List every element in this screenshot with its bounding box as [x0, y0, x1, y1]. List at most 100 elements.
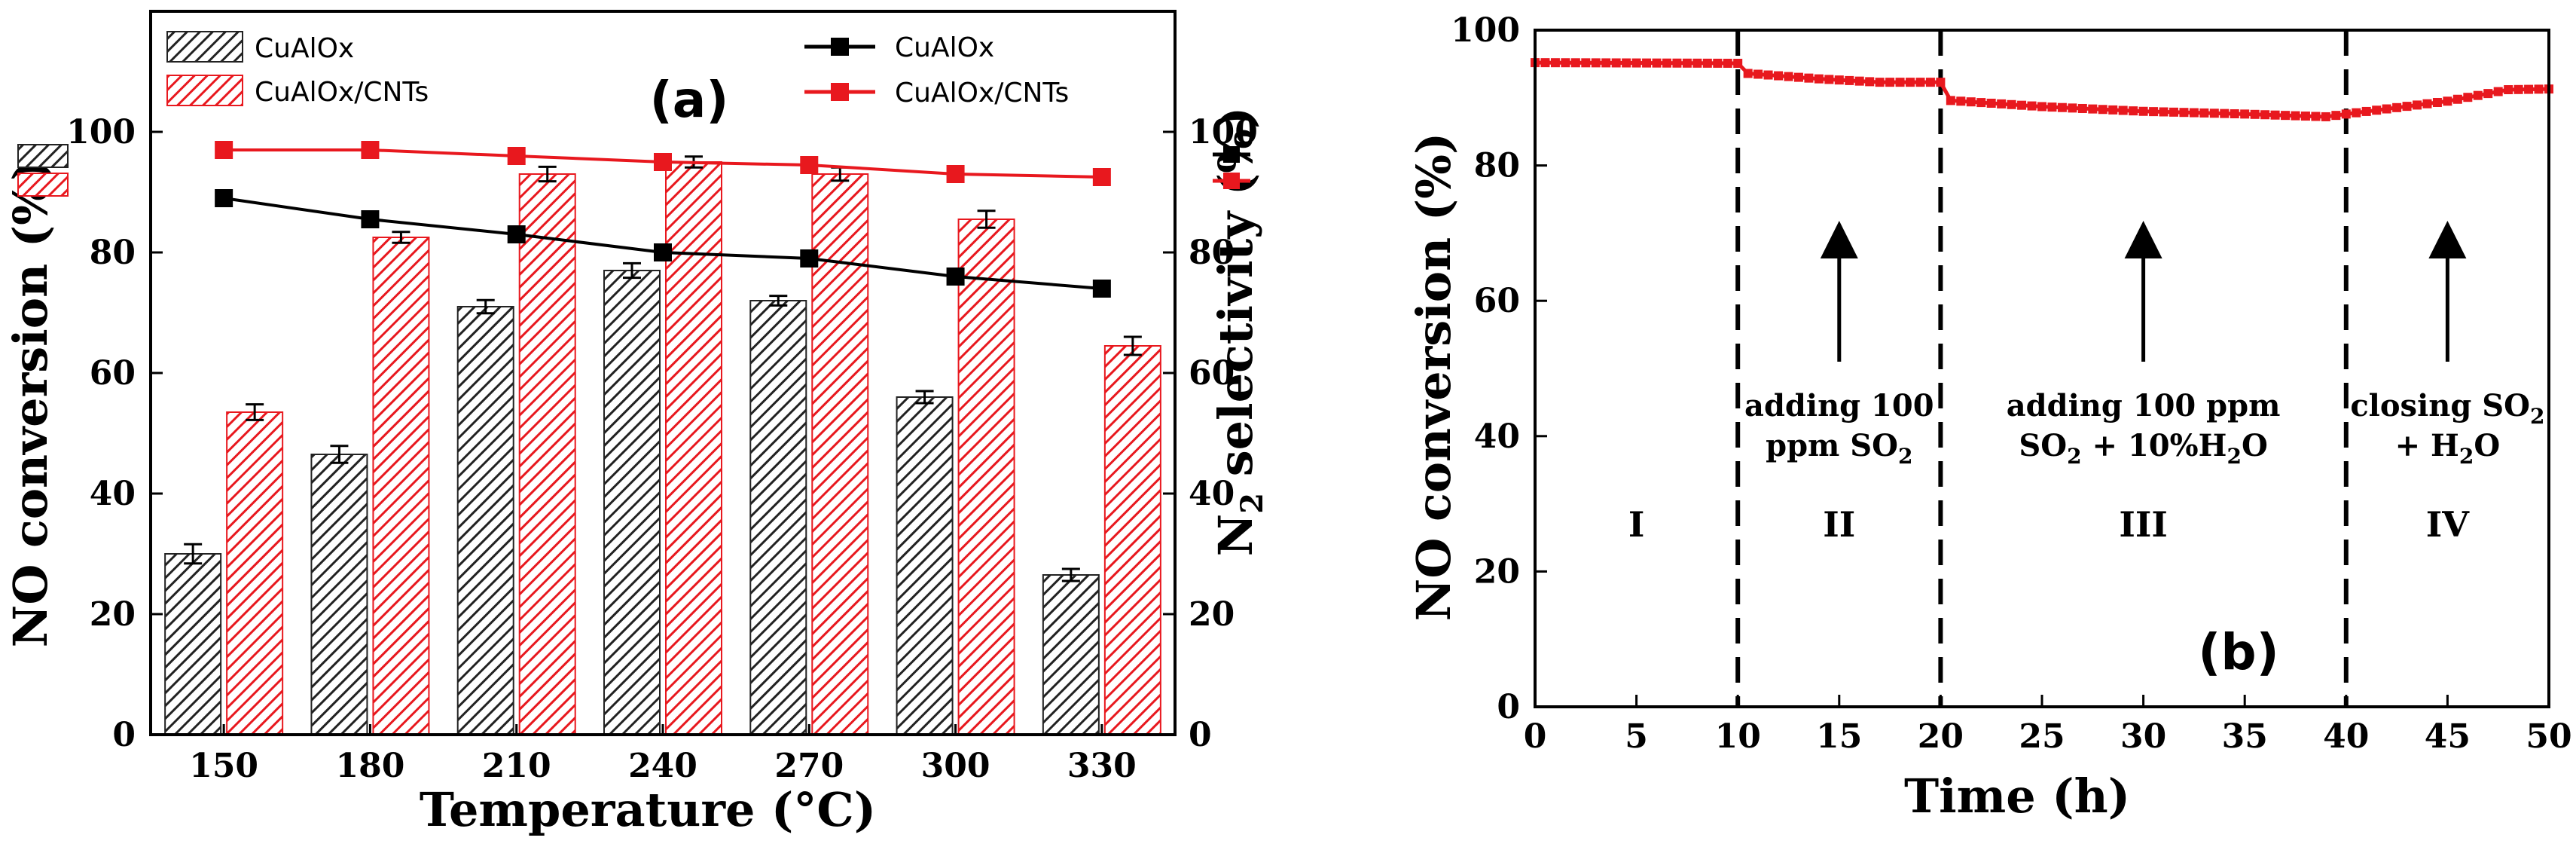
no-conversion-point — [2179, 108, 2189, 118]
x-tick-label: 240 — [628, 747, 697, 785]
no-conversion-point — [1834, 75, 1844, 85]
no-conversion-point — [1733, 59, 1743, 69]
no-conversion-point — [1550, 58, 1560, 68]
no-conversion-point — [1986, 98, 1996, 108]
legend-marker-cnts — [831, 83, 849, 101]
panel-a-y2-label-main: N — [1208, 514, 1263, 557]
legend-label-cnts-line: CuAlOx/CNTs — [895, 78, 1069, 109]
no-conversion-point — [2432, 97, 2442, 107]
no-conversion-point — [2209, 109, 2219, 118]
selectivity-point-210 — [507, 225, 526, 243]
x-tick-label: 270 — [774, 747, 844, 785]
no-conversion-point — [1561, 58, 1570, 68]
y-tick-label: 20 — [90, 595, 136, 634]
annotation-1-line2-sub: 2 — [1898, 444, 1912, 469]
no-conversion-point — [1611, 58, 1621, 68]
panel-a-label: (a) — [650, 71, 729, 129]
x-tick-label: 150 — [189, 747, 258, 785]
no-conversion-point — [2129, 106, 2138, 116]
no-conversion-point — [2057, 102, 2067, 112]
x-tick-label: 20 — [1918, 717, 1964, 756]
no-conversion-point — [2240, 109, 2250, 119]
bar-cualox-cnts-180 — [372, 237, 430, 735]
annotation-1-line1: adding 100 — [1744, 388, 1934, 423]
bar-cualox-180 — [310, 454, 368, 735]
right-axis-key-black-marker — [1223, 146, 1240, 163]
no-conversion-point — [2321, 112, 2330, 121]
no-conversion-point — [2138, 106, 2148, 116]
legend-label-cualox-bar: CuAlOx — [255, 33, 354, 64]
legend-label-cnts-bar: CuAlOx/CNTs — [255, 77, 429, 108]
panel-b-frame — [1534, 29, 2550, 708]
no-conversion-point — [2047, 102, 2057, 112]
no-conversion-point — [1845, 75, 1854, 85]
no-conversion-point — [1793, 72, 1803, 82]
no-conversion-point — [1774, 71, 1784, 81]
panel-a-y-label: NO conversion (%) — [3, 159, 58, 648]
no-conversion-point — [2402, 102, 2412, 112]
selectivity-point-150 — [215, 189, 233, 207]
no-conversion-point — [1784, 72, 1793, 81]
panel-b-y-label: NO conversion (%) — [1406, 133, 1461, 622]
no-conversion-point — [2392, 102, 2402, 112]
no-conversion-point — [2524, 84, 2534, 94]
no-conversion-point — [1936, 78, 1946, 87]
no-conversion-point — [2169, 107, 2178, 117]
no-conversion-point — [2483, 89, 2493, 99]
annotation-2-line2-a: SO — [2019, 428, 2067, 463]
y2-tick-label: 20 — [1189, 595, 1235, 634]
annotation-1-line2-main: ppm SO — [1766, 428, 1898, 463]
panel-a-x-label: Temperature (°C) — [420, 782, 876, 837]
selectivity-point-330 — [1092, 168, 1111, 186]
no-conversion-point — [2413, 100, 2422, 110]
y2-tick-label: 100 — [1189, 113, 1258, 151]
no-conversion-point — [2331, 111, 2341, 121]
no-conversion-point — [1915, 78, 1925, 87]
no-conversion-point — [1743, 69, 1753, 78]
bar-cualox-210 — [456, 306, 514, 735]
y-tick-label: 40 — [90, 475, 136, 513]
no-conversion-point — [1692, 58, 1702, 68]
no-conversion-point — [2118, 105, 2128, 115]
bar-cualox-330 — [1042, 574, 1100, 735]
no-conversion-point — [2493, 87, 2503, 96]
y-tick-label: 60 — [90, 354, 136, 393]
no-conversion-point — [2159, 107, 2169, 117]
no-conversion-point — [2017, 100, 2027, 110]
annotation-2-line2-b: + 10%H — [2082, 428, 2227, 463]
no-conversion-point — [2068, 103, 2077, 113]
no-conversion-point — [2027, 101, 2037, 111]
selectivity-point-300 — [946, 268, 965, 286]
no-conversion-point — [2007, 99, 2016, 109]
no-conversion-point — [1946, 96, 1955, 105]
annotation-2-line2-c: O — [2242, 428, 2268, 463]
x-tick-label: 50 — [2526, 717, 2571, 756]
panel-b-chart: NO conversion (%) Time (h) (b) adding 10… — [1406, 11, 2572, 824]
no-conversion-point — [1824, 75, 1834, 84]
no-conversion-point — [2452, 94, 2462, 104]
no-conversion-point — [2311, 112, 2321, 121]
selectivity-point-240 — [654, 153, 672, 171]
y-tick-label: 20 — [1474, 552, 1520, 591]
selectivity-point-180 — [361, 210, 380, 228]
no-conversion-point — [2108, 105, 2118, 115]
panel-a-y2-label: N2 selectivity (%) — [1208, 107, 1270, 557]
no-conversion-point — [2504, 85, 2513, 95]
no-conversion-point — [2300, 112, 2310, 121]
no-conversion-point — [1814, 74, 1824, 84]
y2-tick-label: 80 — [1189, 234, 1235, 272]
no-conversion-point — [2463, 93, 2473, 102]
y-tick-label: 80 — [90, 234, 136, 272]
x-tick-label: 30 — [2120, 717, 2166, 756]
selectivity-point-240 — [654, 243, 672, 261]
no-conversion-point — [1662, 58, 1671, 68]
y-tick-label: 40 — [1474, 417, 1520, 456]
annotation-2-line2-sub2: 2 — [2227, 444, 2241, 469]
annotation-3-line1-main: closing SO — [2350, 388, 2530, 423]
panel-b-x-label: Time (h) — [1904, 769, 2130, 824]
no-conversion-point — [1622, 58, 1631, 68]
selectivity-point-270 — [800, 249, 819, 268]
no-conversion-point — [1885, 78, 1895, 87]
region-label-IV: IV — [2426, 504, 2471, 545]
no-conversion-point — [2270, 110, 2280, 120]
